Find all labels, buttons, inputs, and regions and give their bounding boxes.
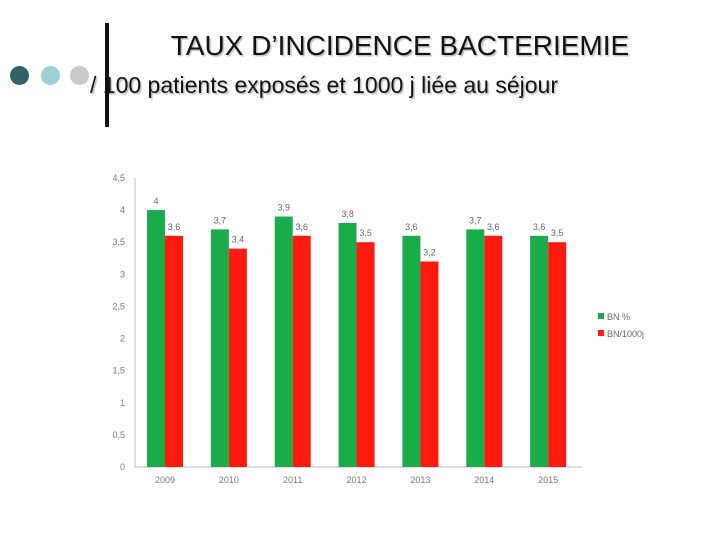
bar-bn-percent [530, 235, 549, 467]
slide-subtitle: / 100 patients exposés et 1000 j liée au… [90, 72, 558, 98]
bar-bn-1000j [420, 261, 439, 467]
bar-bn-1000j [228, 248, 247, 467]
data-label: 3,6 [487, 222, 500, 232]
data-label: 3,6 [168, 222, 181, 232]
x-tick-label: 2014 [474, 475, 494, 485]
bar-bn-percent [466, 229, 485, 467]
data-label: 4 [153, 196, 158, 206]
x-tick-label: 2013 [410, 475, 430, 485]
data-label: 3,2 [423, 247, 436, 257]
data-label: 3,6 [405, 222, 418, 232]
data-label: 3,9 [277, 203, 290, 213]
data-label: 3,6 [295, 222, 308, 232]
legend-label: BN/1000j [607, 329, 644, 339]
data-label: 3,7 [214, 215, 227, 225]
x-tick-label: 2010 [219, 475, 239, 485]
x-tick-label: 2015 [538, 475, 558, 485]
legend-swatch [598, 330, 604, 336]
bar-bn-percent [147, 210, 165, 467]
x-tick-label: 2009 [155, 475, 175, 485]
title-divider-line [105, 23, 109, 127]
data-label: 3,6 [533, 222, 546, 232]
data-label: 3,7 [469, 215, 482, 225]
bar-bn-percent [402, 235, 421, 467]
x-tick-label: 2012 [347, 475, 367, 485]
bar-bn-percent [338, 222, 357, 467]
data-label: 3,8 [341, 209, 354, 219]
data-label: 3,4 [232, 235, 245, 245]
decorative-dot-light [41, 66, 60, 85]
bar-bn-percent [210, 229, 229, 467]
x-tick-label: 2011 [283, 475, 302, 485]
data-label: 3,5 [359, 228, 372, 238]
bar-bn-1000j [548, 242, 567, 467]
y-tick-label: 0,5 [112, 430, 125, 440]
y-tick-label: 2,5 [112, 301, 125, 311]
y-tick-label: 3 [120, 269, 125, 279]
bar-bn-1000j [292, 235, 311, 467]
bar-bn-percent [274, 216, 293, 467]
y-tick-label: 1 [120, 398, 125, 408]
legend-label: BN % [607, 312, 630, 322]
y-tick-label: 4,5 [112, 173, 125, 183]
y-tick-label: 2 [120, 334, 125, 344]
y-tick-label: 1,5 [112, 366, 125, 376]
data-label: 3,5 [551, 228, 564, 238]
bar-bn-1000j [356, 242, 375, 467]
slide-title: TAUX D’INCIDENCE BACTERIEMIE [170, 30, 630, 61]
bar-bn-1000j [165, 235, 183, 467]
y-tick-label: 0 [120, 462, 125, 472]
bar-bn-1000j [484, 235, 503, 467]
y-tick-label: 3,5 [112, 237, 125, 247]
y-tick-label: 4 [120, 205, 125, 215]
legend-swatch [598, 313, 604, 319]
decorative-dot-dark [10, 66, 29, 85]
decorative-dot-grey [70, 66, 89, 85]
